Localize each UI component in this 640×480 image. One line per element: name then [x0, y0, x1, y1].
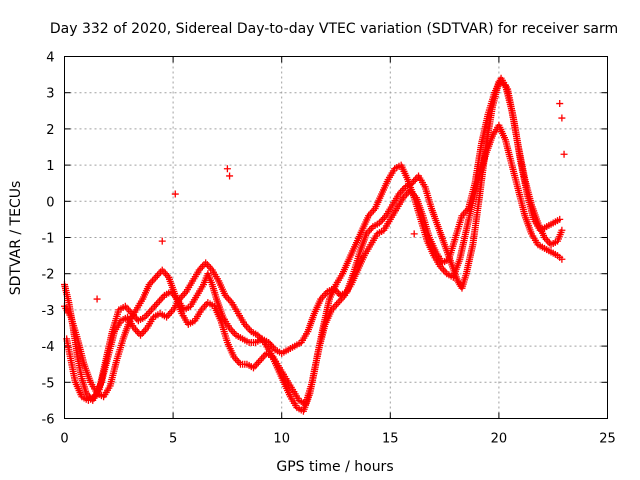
plot-frame	[64, 56, 608, 419]
x-tick-label: 15	[382, 432, 399, 447]
y-tick-label: 3	[46, 87, 54, 102]
data-point	[410, 230, 418, 238]
x-tick-label: 0	[60, 432, 68, 447]
series-isolated	[93, 100, 568, 350]
y-tick-label: -1	[42, 232, 55, 247]
series-arc-a	[61, 78, 566, 404]
data-point	[560, 150, 568, 158]
y-tick-label: 2	[46, 123, 54, 138]
data-point	[171, 190, 179, 198]
data-point	[226, 172, 234, 180]
chart-title: Day 332 of 2020, Sidereal Day-to-day VTE…	[50, 21, 618, 37]
x-axis-label: GPS time / hours	[276, 459, 393, 475]
data-point	[558, 114, 566, 122]
grid-lines	[64, 56, 608, 419]
y-tick-label: -2	[42, 268, 55, 283]
data-point	[558, 255, 566, 263]
x-tick-label: 25	[599, 432, 616, 447]
y-tick-label: 0	[46, 195, 54, 210]
y-tick-label: 4	[46, 51, 54, 66]
x-tick-label: 5	[169, 432, 177, 447]
y-tick-labels: -6 -5 -4 -3 -2 -1 0 1 2 3 4	[42, 51, 55, 428]
y-tick-label: -3	[42, 304, 55, 319]
y-tick-label: -6	[42, 413, 55, 428]
x-tick-label: 20	[491, 432, 508, 447]
x-tick-label: 10	[273, 432, 290, 447]
series-arc-c	[61, 74, 564, 408]
data-point	[267, 342, 275, 350]
y-tick-label: -4	[42, 340, 55, 355]
x-tick-labels: 0 5 10 15 20 25	[60, 432, 615, 447]
y-tick-label: -5	[42, 376, 55, 391]
y-tick-label: 1	[46, 159, 54, 174]
data-point	[556, 215, 564, 223]
data-point	[158, 237, 166, 245]
data-point	[223, 165, 231, 173]
data-point	[558, 226, 566, 234]
data-point	[93, 295, 101, 303]
data-points	[61, 74, 568, 415]
y-axis-label: SDTVAR / TECUs	[8, 181, 24, 296]
data-point	[556, 100, 564, 108]
